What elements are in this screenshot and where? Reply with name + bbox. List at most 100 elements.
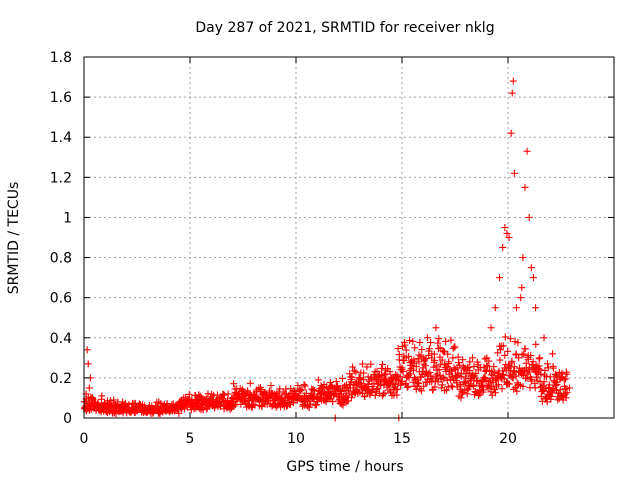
data-point bbox=[107, 397, 115, 405]
data-point bbox=[434, 345, 442, 353]
data-point bbox=[457, 394, 465, 402]
y-tick-label: 0.4 bbox=[50, 331, 72, 347]
data-point bbox=[490, 386, 498, 394]
data-point bbox=[175, 400, 183, 408]
data-point bbox=[527, 352, 535, 360]
data-point bbox=[499, 244, 507, 252]
x-tick-label: 20 bbox=[499, 431, 517, 447]
data-point bbox=[404, 382, 412, 390]
data-point bbox=[360, 376, 368, 384]
data-point bbox=[364, 380, 372, 388]
y-tick-label: 0.2 bbox=[50, 371, 72, 387]
data-point bbox=[523, 147, 531, 155]
data-point bbox=[474, 366, 482, 374]
data-point bbox=[129, 404, 137, 412]
data-point bbox=[338, 400, 346, 408]
data-point bbox=[507, 129, 515, 137]
data-point bbox=[258, 390, 266, 398]
data-point bbox=[224, 390, 232, 398]
data-point bbox=[399, 367, 407, 375]
y-tick-label: 1.4 bbox=[50, 130, 72, 146]
data-point bbox=[512, 350, 520, 358]
data-point bbox=[477, 382, 485, 390]
data-point bbox=[363, 363, 371, 371]
data-point bbox=[192, 398, 200, 406]
data-point bbox=[513, 387, 521, 395]
data-point bbox=[536, 366, 544, 374]
data-point bbox=[499, 342, 507, 350]
data-point bbox=[161, 404, 169, 412]
data-point bbox=[275, 388, 283, 396]
data-point bbox=[506, 335, 514, 343]
x-tick-label: 15 bbox=[393, 431, 411, 447]
data-point bbox=[457, 370, 465, 378]
data-point bbox=[556, 386, 564, 394]
data-point bbox=[491, 385, 499, 393]
data-point bbox=[199, 400, 207, 408]
data-point bbox=[148, 406, 156, 414]
data-point bbox=[543, 360, 551, 368]
data-point bbox=[561, 390, 569, 398]
data-point bbox=[498, 385, 506, 393]
data-point bbox=[518, 351, 526, 359]
data-point bbox=[81, 398, 89, 406]
data-point bbox=[528, 375, 536, 383]
data-point bbox=[347, 394, 355, 402]
data-point bbox=[301, 382, 309, 390]
data-point bbox=[470, 374, 478, 382]
data-point bbox=[287, 385, 295, 393]
data-point bbox=[367, 360, 375, 368]
data-point bbox=[443, 386, 451, 394]
data-point bbox=[283, 402, 291, 410]
data-point bbox=[118, 402, 126, 410]
data-point bbox=[459, 356, 467, 364]
data-point bbox=[276, 385, 284, 393]
data-point bbox=[191, 391, 199, 399]
data-point bbox=[494, 381, 502, 389]
data-point bbox=[562, 394, 570, 402]
data-point bbox=[105, 402, 113, 410]
data-point bbox=[393, 372, 401, 380]
data-point bbox=[296, 387, 304, 395]
data-point bbox=[220, 391, 228, 399]
data-point bbox=[512, 372, 520, 380]
data-point bbox=[306, 400, 314, 408]
data-point bbox=[339, 384, 347, 392]
data-point bbox=[309, 386, 317, 394]
data-point bbox=[479, 386, 487, 394]
data-point bbox=[400, 338, 408, 346]
data-point bbox=[420, 382, 428, 390]
data-point bbox=[549, 350, 557, 358]
data-point bbox=[171, 404, 179, 412]
data-point bbox=[412, 363, 420, 371]
data-point bbox=[470, 363, 478, 371]
data-point bbox=[217, 402, 225, 410]
data-point bbox=[268, 402, 276, 410]
data-point bbox=[406, 370, 414, 378]
y-tick-label: 0.6 bbox=[50, 291, 72, 307]
data-point bbox=[432, 362, 440, 370]
data-point bbox=[501, 333, 509, 341]
y-tick-label: 0.8 bbox=[50, 251, 72, 267]
data-point bbox=[519, 254, 527, 262]
data-point bbox=[512, 304, 520, 312]
y-tick-label: 0 bbox=[63, 411, 72, 427]
data-point bbox=[540, 378, 548, 386]
data-point bbox=[216, 394, 224, 402]
data-point bbox=[101, 400, 109, 408]
data-point bbox=[436, 344, 444, 352]
data-point bbox=[514, 339, 522, 347]
data-point bbox=[385, 386, 393, 394]
data-point bbox=[342, 393, 350, 401]
data-point bbox=[348, 373, 356, 381]
data-point bbox=[481, 367, 489, 375]
data-point bbox=[435, 366, 443, 374]
data-point bbox=[496, 356, 504, 364]
data-point bbox=[114, 398, 122, 406]
data-point bbox=[350, 367, 358, 375]
data-point bbox=[97, 402, 105, 410]
data-point bbox=[397, 381, 405, 389]
y-tick-label: 1.8 bbox=[50, 50, 72, 66]
data-point bbox=[543, 398, 551, 406]
data-point bbox=[491, 389, 499, 397]
